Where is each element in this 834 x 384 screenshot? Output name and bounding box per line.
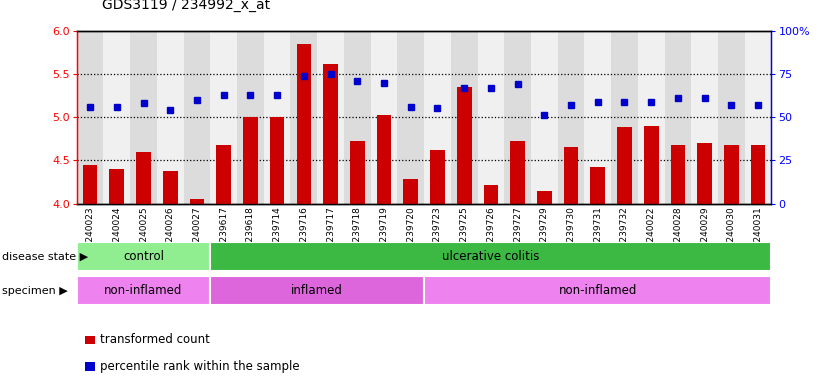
Bar — [724, 145, 739, 204]
Bar — [83, 165, 98, 204]
Bar — [269, 117, 284, 204]
Bar — [585, 31, 611, 204]
Bar — [665, 31, 691, 204]
Bar — [425, 31, 451, 204]
Bar — [370, 31, 397, 204]
Bar — [505, 31, 531, 204]
Bar — [237, 31, 264, 204]
Bar — [77, 31, 103, 204]
Bar — [243, 117, 258, 204]
Text: non-inflamed: non-inflamed — [559, 285, 637, 297]
Bar — [537, 190, 551, 204]
Bar — [210, 242, 771, 271]
Bar — [484, 185, 498, 204]
Text: non-inflamed: non-inflamed — [104, 285, 183, 297]
Bar — [216, 145, 231, 204]
Bar — [183, 31, 210, 204]
Bar — [478, 31, 505, 204]
Text: control: control — [123, 250, 164, 263]
Text: inflamed: inflamed — [291, 285, 343, 297]
Bar — [210, 31, 237, 204]
Bar — [558, 31, 585, 204]
Bar — [189, 199, 204, 204]
Bar — [451, 31, 478, 204]
Bar — [77, 276, 210, 305]
Bar — [644, 126, 659, 204]
Bar — [510, 141, 525, 204]
Text: ulcerative colitis: ulcerative colitis — [442, 250, 540, 263]
Text: specimen ▶: specimen ▶ — [2, 286, 68, 296]
Bar — [163, 171, 178, 204]
Bar — [691, 31, 718, 204]
Bar — [531, 31, 558, 204]
Bar — [324, 63, 338, 204]
Bar — [611, 31, 638, 204]
Bar — [617, 127, 632, 204]
Bar — [751, 145, 766, 204]
Bar — [671, 145, 686, 204]
Bar — [136, 152, 151, 204]
Text: percentile rank within the sample: percentile rank within the sample — [100, 360, 299, 373]
Text: transformed count: transformed count — [100, 333, 210, 346]
Bar — [425, 276, 771, 305]
Bar — [430, 150, 445, 204]
Bar — [564, 147, 579, 204]
Text: disease state ▶: disease state ▶ — [2, 251, 88, 262]
Bar — [397, 31, 425, 204]
Bar — [350, 141, 364, 204]
Bar — [290, 31, 317, 204]
Bar — [109, 169, 124, 204]
Bar — [718, 31, 745, 204]
Bar — [130, 31, 157, 204]
Bar — [745, 31, 771, 204]
Bar — [210, 276, 425, 305]
Bar — [264, 31, 290, 204]
Bar — [344, 31, 370, 204]
Bar — [638, 31, 665, 204]
Bar — [377, 116, 391, 204]
Bar — [317, 31, 344, 204]
Bar — [77, 242, 210, 271]
Bar — [404, 179, 418, 204]
Bar — [103, 31, 130, 204]
Bar — [590, 167, 605, 204]
Bar — [697, 143, 712, 204]
Bar — [457, 87, 471, 204]
Text: GDS3119 / 234992_x_at: GDS3119 / 234992_x_at — [102, 0, 270, 12]
Bar — [157, 31, 183, 204]
Bar — [297, 44, 311, 204]
